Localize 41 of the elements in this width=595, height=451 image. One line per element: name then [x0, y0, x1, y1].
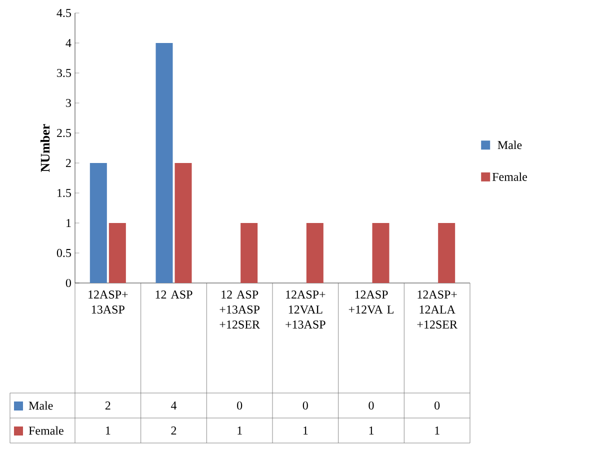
x-tick-label: 12 ASP: [156, 290, 192, 299]
data-label: 4: [170, 402, 177, 410]
x-tick-label: 12ASP+ 12ALA +12SER: [417, 290, 458, 329]
y-tick-label: 2: [66, 159, 71, 167]
data-label: 0: [302, 401, 308, 410]
y-tick-label: 1.5: [58, 188, 72, 198]
y-tick-label: 3.5: [57, 68, 72, 78]
data-label: 2: [171, 426, 176, 434]
legend-label: Male: [28, 401, 53, 410]
bar: [90, 163, 107, 283]
y-tick-label: 2.5: [57, 128, 72, 138]
data-label: 1: [238, 426, 242, 434]
bar: [372, 223, 390, 283]
data-label: 0: [368, 401, 374, 410]
text: Male: [498, 140, 522, 150]
y-tick-label: 4.5: [56, 8, 72, 18]
x-tick-label: 12ASP+ 13ASP: [88, 290, 128, 314]
bar: [438, 223, 456, 283]
y-tick-label: 0.5: [56, 248, 72, 258]
y-tick-label: 0: [66, 278, 72, 288]
x-tick-label: 12ASP +12VA L: [348, 290, 394, 314]
text: Female: [28, 426, 64, 435]
data-label: 1: [303, 426, 308, 434]
x-tick-label: 12ASP+ 12VAL +13ASP: [286, 290, 326, 329]
y-tick-label: 1: [66, 219, 71, 227]
data-label: 2: [105, 402, 110, 410]
data-label: 0: [434, 401, 440, 410]
bar: [174, 163, 192, 283]
data-label: 1: [106, 426, 110, 434]
legend-label: Female: [492, 172, 528, 181]
bar: [156, 43, 173, 283]
y-tick-label: 4: [66, 39, 72, 47]
data-label: 1: [435, 426, 440, 434]
bar: [306, 223, 324, 283]
x-tick-label: 12 ASP +13ASP +12SER: [220, 290, 260, 329]
y-axis-title: NUmber: [40, 124, 50, 172]
data-label: 1: [369, 426, 374, 434]
y-tick-label: 3: [66, 98, 72, 108]
data-label: 0: [237, 401, 242, 410]
bar: [108, 223, 126, 283]
bar: [240, 223, 258, 283]
